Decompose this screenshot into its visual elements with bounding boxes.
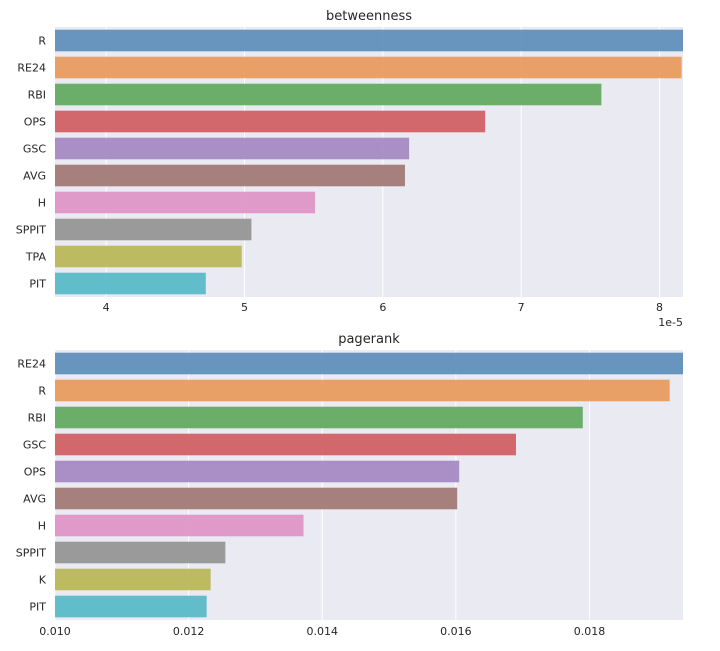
x-tick-label: 8 xyxy=(656,301,663,314)
bar-OPS xyxy=(55,460,460,483)
bar-RBI xyxy=(55,406,583,429)
x-tick-label: 5 xyxy=(241,301,248,314)
y-tick-label: RBI xyxy=(28,412,46,425)
axis-offset-label: 1e-5 xyxy=(658,316,683,329)
y-tick-label: PIT xyxy=(29,601,46,614)
y-tick-label: SPPIT xyxy=(16,547,46,560)
x-tick-label: 0.012 xyxy=(173,625,205,638)
bar-H xyxy=(55,191,316,214)
chart-title: pagerank xyxy=(338,332,400,347)
y-tick-label: K xyxy=(39,574,47,587)
x-tick-label: 0.010 xyxy=(39,625,71,638)
bar-PIT xyxy=(55,595,207,618)
bar-GSC xyxy=(55,137,410,160)
y-tick-label: GSC xyxy=(23,143,47,156)
bar-SPPIT xyxy=(55,218,252,241)
bar-GSC xyxy=(55,433,516,456)
x-tick-label: 7 xyxy=(518,301,525,314)
y-tick-label: R xyxy=(38,35,46,48)
pagerank-panel: RE24 R RBI GSC OPS AVG H SPPIT K PIT 0.010 0.012 0.0… xyxy=(16,332,683,638)
x-tick-label: 0.018 xyxy=(574,625,606,638)
y-tick-label: RBI xyxy=(28,89,46,102)
bar-PIT xyxy=(55,272,206,295)
y-tick-label: OPS xyxy=(24,466,46,479)
bar-OPS xyxy=(55,110,486,133)
x-tick-label: 6 xyxy=(379,301,386,314)
bar-SPPIT xyxy=(55,541,226,564)
x-tick-label: 0.016 xyxy=(440,625,472,638)
bar-R xyxy=(55,379,670,402)
y-tick-label: R xyxy=(38,385,46,398)
bar-RE24 xyxy=(55,352,683,375)
y-tick-label: AVG xyxy=(23,170,46,183)
x-tick-label: 0.014 xyxy=(306,625,338,638)
bar-RBI xyxy=(55,83,602,106)
bar-H xyxy=(55,514,304,537)
bar-K xyxy=(55,568,211,591)
y-tick-label: SPPIT xyxy=(16,224,46,237)
y-tick-label: RE24 xyxy=(17,62,46,75)
bar-RE24 xyxy=(55,56,682,79)
betweenness-panel: R RE24 RBI OPS GSC AVG H SPPIT TPA PIT 4 5 6 7 8 betwee… xyxy=(16,9,683,329)
chart-title: betweenness xyxy=(326,9,412,24)
y-tick-label: RE24 xyxy=(17,358,46,371)
bar-TPA xyxy=(55,245,242,268)
y-tick-label: H xyxy=(38,520,46,533)
bar-AVG xyxy=(55,487,458,510)
bar-AVG xyxy=(55,164,405,187)
y-tick-label: GSC xyxy=(23,439,47,452)
y-tick-label: PIT xyxy=(29,278,46,291)
y-tick-label: OPS xyxy=(24,116,46,129)
x-tick-label: 4 xyxy=(103,301,110,314)
y-tick-label: H xyxy=(38,197,46,210)
bar-R xyxy=(55,29,683,52)
y-tick-label: TPA xyxy=(25,251,47,264)
y-tick-label: AVG xyxy=(23,493,46,506)
